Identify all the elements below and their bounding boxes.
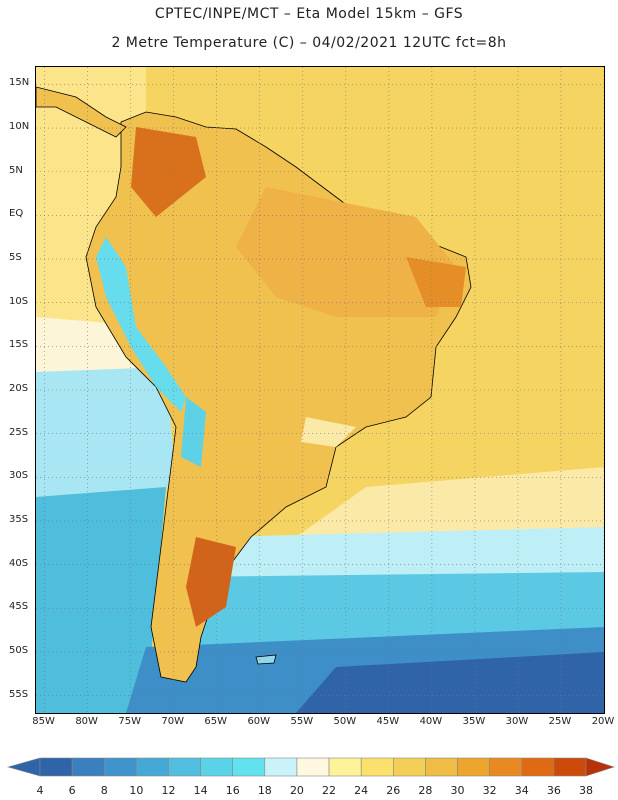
colorbar-tick-label: 26: [386, 784, 401, 797]
longitude-label: 75W: [118, 716, 141, 727]
latitude-label: 10N: [9, 121, 30, 133]
latitude-label: EQ: [9, 208, 24, 220]
falkland-islands: [255, 654, 277, 665]
colorbar-tick-label: 20: [289, 784, 304, 797]
map-grid: [36, 67, 604, 713]
colorbar-tick-label: 34: [514, 784, 529, 797]
colorbar-tick-label: 12: [161, 784, 176, 797]
colorbar-cell: [553, 757, 587, 777]
colorbar-cell: [71, 757, 105, 777]
colorbar-cell: [360, 757, 394, 777]
latitude-label: 5S: [9, 252, 22, 264]
colorbar-tick-label: 4: [36, 784, 44, 797]
southern-ocean-cold: [296, 652, 604, 713]
colorbar-cell: [264, 757, 298, 777]
longitude-label: 80W: [75, 716, 98, 727]
colorbar-arrow-min: [6, 757, 41, 777]
latitude-label: 40S: [9, 557, 29, 569]
colorbar-cell: [392, 757, 426, 777]
northeast-brazil-hot-region: [406, 257, 466, 307]
colorbar-cell: [136, 757, 169, 777]
colorbar-tick-label: 28: [418, 784, 433, 797]
latitude-label: 30S: [9, 470, 29, 482]
colorbar-cell: [489, 757, 523, 777]
latitude-label: 25S: [9, 426, 29, 438]
colorbar-cell: [39, 757, 73, 777]
pacific-mid-band: [36, 367, 176, 497]
latitude-label: 10S: [9, 295, 29, 307]
colorbar-cell: [103, 757, 137, 777]
longitude-label: 45W: [376, 716, 400, 727]
colorbar-tick-label: 32: [482, 784, 497, 797]
colorbar-tick-label: 18: [257, 784, 272, 797]
longitude-label: 85W: [32, 716, 55, 727]
colorbar-cell: [457, 757, 490, 777]
southern-brazil-mild-region: [301, 417, 356, 447]
latitude-label: 35S: [9, 513, 29, 525]
pacific-south-band: [36, 487, 166, 713]
patagonia-hot-region: [186, 537, 236, 627]
temperature-map: [35, 66, 605, 714]
colorbar-cell: [200, 757, 234, 777]
colorbar-cell: [168, 757, 201, 777]
colorbar-tick-label: 30: [450, 784, 465, 797]
colorbar-cell: [521, 757, 555, 777]
colorbar-tick-label: 22: [322, 784, 337, 797]
map-title-line-2: 2 Metre Temperature (C) – 04/02/2021 12U…: [111, 35, 507, 51]
longitude-label: 50W: [333, 716, 357, 727]
altiplano-cold-region: [181, 397, 206, 467]
longitude-label: 30W: [505, 716, 529, 727]
longitude-label: 40W: [419, 716, 443, 727]
colorbar-tick-label: 8: [100, 784, 108, 797]
colorbar-tick-label: 36: [546, 784, 561, 797]
longitude-label: 55W: [290, 716, 314, 727]
latitude-label: 15S: [9, 339, 29, 351]
south-atlantic-warm-band: [296, 467, 604, 537]
colorbar-cell: [232, 757, 266, 777]
latitude-label: 5N: [9, 164, 23, 176]
longitude-label: 65W: [204, 716, 228, 727]
colorbar-arrow-max: [585, 757, 615, 777]
map-title-line-1: CPTEC/INPE/MCT – Eta Model 15km – GFS: [154, 6, 464, 22]
colorbar-cell: [328, 757, 362, 777]
colorbar-tick-label: 38: [579, 784, 593, 797]
colorbar-tick-label: 14: [193, 784, 208, 797]
latitude-label: 45S: [9, 601, 29, 613]
temperature-colorbar: [6, 757, 615, 777]
map-canvas: [36, 67, 604, 713]
longitude-label: 25W: [548, 716, 572, 727]
atlantic-cool-band: [206, 527, 604, 587]
latitude-label: 50S: [9, 644, 29, 656]
colorbar-tick-label: 10: [129, 784, 144, 797]
colorbar-tick-label: 24: [354, 784, 369, 797]
andes-cold-ridge: [96, 237, 186, 412]
latitude-label: 20S: [9, 383, 29, 394]
colorbar-tick-label: 16: [225, 784, 240, 797]
longitude-label: 35W: [462, 716, 486, 727]
colorbar-tick-label: 6: [68, 784, 76, 797]
longitude-label: 20W: [591, 716, 615, 727]
longitude-label: 70W: [161, 716, 184, 727]
central-america: [36, 86, 127, 138]
latitude-label: 55S: [9, 688, 29, 700]
latitude-label: 15N: [9, 77, 30, 89]
colorbar-cell: [296, 757, 330, 777]
longitude-label: 60W: [247, 716, 271, 727]
colorbar-cell: [425, 757, 458, 777]
